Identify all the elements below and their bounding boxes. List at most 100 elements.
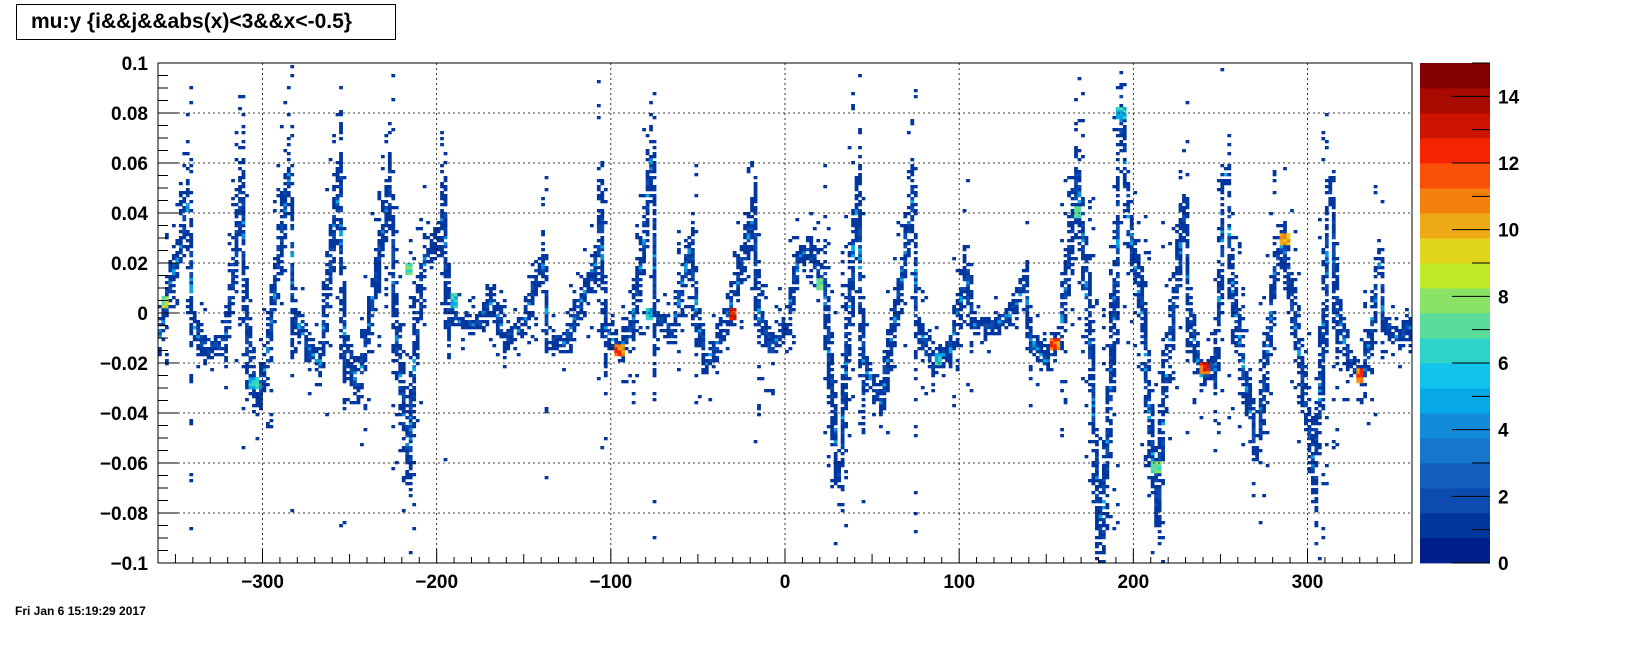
heatmap-cell-4143 <box>1091 392 1096 396</box>
heatmap-cell-2693 <box>760 326 765 330</box>
heatmap-cell-35 <box>164 281 169 285</box>
heatmap-cell-2966 <box>833 542 838 546</box>
heatmap-cell-2299 <box>656 320 660 324</box>
heatmap-cell-45 <box>168 278 173 282</box>
heatmap-cell-2181 <box>645 308 650 312</box>
heatmap-cell-2616 <box>750 209 754 213</box>
heatmap-cell-2036 <box>603 221 608 225</box>
heatmap-cell-4524 <box>1136 365 1141 369</box>
heatmap-cell-3913 <box>1063 314 1068 318</box>
heatmap-cell-735 <box>314 383 319 387</box>
heatmap-cell-2812 <box>802 257 807 261</box>
heatmap-cell-1915 <box>586 275 591 279</box>
heatmap-cell-2261 <box>652 266 657 270</box>
heatmap-cell-1565 <box>447 281 451 285</box>
heatmap-cell-3465 <box>913 356 918 360</box>
heatmap-cell-4932 <box>1189 287 1193 291</box>
heatmap-cell-965 <box>349 380 354 384</box>
heatmap-cell-840 <box>335 242 340 246</box>
heatmap-cell-2703 <box>764 341 768 345</box>
heatmap-cell-3796 <box>1025 296 1030 300</box>
heatmap-cell-3239 <box>861 359 866 363</box>
heatmap-cell-2189 <box>645 212 650 216</box>
heatmap-cell-707 <box>300 287 305 291</box>
heatmap-cell-2777 <box>791 302 796 306</box>
heatmap-cell-3095 <box>847 317 852 321</box>
heatmap-cell-2942 <box>830 422 835 426</box>
heatmap-cell-748 <box>318 356 323 360</box>
heatmap-cell-25 <box>164 314 169 318</box>
heatmap-cell-4736 <box>1161 437 1165 441</box>
heatmap-cell-3273 <box>868 374 873 378</box>
heatmap-cell-2073 <box>621 344 626 348</box>
heatmap-cell-2375 <box>683 260 688 264</box>
heatmap-cell-322 <box>238 317 242 321</box>
heatmap-cell-3042 <box>840 260 845 264</box>
heatmap-cell-2905 <box>826 380 831 384</box>
heatmap-cell-2732 <box>774 344 779 348</box>
heatmap-cell-4536 <box>1136 272 1141 276</box>
heatmap-cell-1080 <box>377 272 382 276</box>
heatmap-cell-1924 <box>589 263 594 267</box>
heatmap-cell-2821 <box>805 239 810 243</box>
heatmap-cell-1867 <box>569 308 573 312</box>
heatmap-cell-4110 <box>1088 284 1092 288</box>
heatmap-cell-4237 <box>1101 479 1106 483</box>
heatmap-cell-3872 <box>1053 347 1057 351</box>
heatmap-cell-1191 <box>391 248 396 252</box>
heatmap-cell-4626 <box>1147 383 1152 387</box>
heatmap-cell-1506 <box>443 323 448 327</box>
heatmap-cell-4816 <box>1175 386 1179 390</box>
heatmap-cell-279 <box>231 296 235 300</box>
heatmap-cell-3131 <box>851 254 855 258</box>
heatmap-cell-3983 <box>1074 206 1078 210</box>
heatmap-cell-1725 <box>520 323 525 327</box>
heatmap-cell-3802 <box>1025 269 1030 273</box>
heatmap-cell-4009 <box>1077 224 1082 228</box>
heatmap-cell-3383 <box>896 233 901 237</box>
heatmap-cell-2765 <box>788 308 793 312</box>
heatmap-cell-3283 <box>872 377 876 381</box>
heatmap-cell-3698 <box>976 323 981 327</box>
heatmap-cell-2061 <box>617 359 622 363</box>
heatmap-cell-1400 <box>415 338 420 342</box>
heatmap-cell-3100 <box>847 293 852 297</box>
heatmap-cell-2186 <box>645 224 650 228</box>
heatmap-cell-4777 <box>1168 377 1172 381</box>
heatmap-cell-3823 <box>1032 353 1037 357</box>
heatmap-cell-4068 <box>1084 308 1089 312</box>
heatmap-cell-429 <box>248 380 253 384</box>
heatmap-cell-2544 <box>732 290 737 294</box>
heatmap-cell-4020 <box>1077 188 1082 192</box>
heatmap-cell-3149 <box>854 239 859 243</box>
heatmap-cell-3508 <box>917 326 922 330</box>
heatmap-cell-2545 <box>732 281 737 285</box>
heatmap-cell-2341 <box>677 323 681 327</box>
heatmap-cell-1650 <box>488 299 493 303</box>
heatmap-cell-2418 <box>694 401 699 405</box>
heatmap-cell-4460 <box>1122 143 1127 147</box>
heatmap-cell-2824 <box>809 275 814 279</box>
heatmap-cell-1925 <box>589 254 594 258</box>
heatmap-cell-3715 <box>987 326 991 330</box>
heatmap-cell-3907 <box>1063 398 1068 402</box>
heatmap-cell-4738 <box>1161 422 1165 426</box>
heatmap-cell-138 <box>189 377 194 381</box>
heatmap-cell-127 <box>185 179 190 183</box>
heatmap-cell-858 <box>335 113 340 117</box>
heatmap-cell-1110 <box>380 203 385 207</box>
heatmap-cell-3815 <box>1028 338 1033 342</box>
heatmap-cell-3664 <box>966 278 970 282</box>
heatmap-cell-2921 <box>826 329 831 333</box>
heatmap-cell-1755 <box>530 281 535 285</box>
heatmap-cell-3783 <box>1025 347 1030 351</box>
heatmap-cell-168 <box>189 236 194 240</box>
heatmap-cell-949 <box>342 266 347 270</box>
heatmap-cell-4821 <box>1175 284 1179 288</box>
heatmap-cell-1702 <box>506 332 511 336</box>
heatmap-cell-2075 <box>621 338 626 342</box>
heatmap-cell-2508 <box>718 317 723 321</box>
heatmap-cell-773 <box>321 281 326 285</box>
heatmap-cell-1537 <box>443 203 448 207</box>
heatmap-cell-2846 <box>816 287 821 291</box>
